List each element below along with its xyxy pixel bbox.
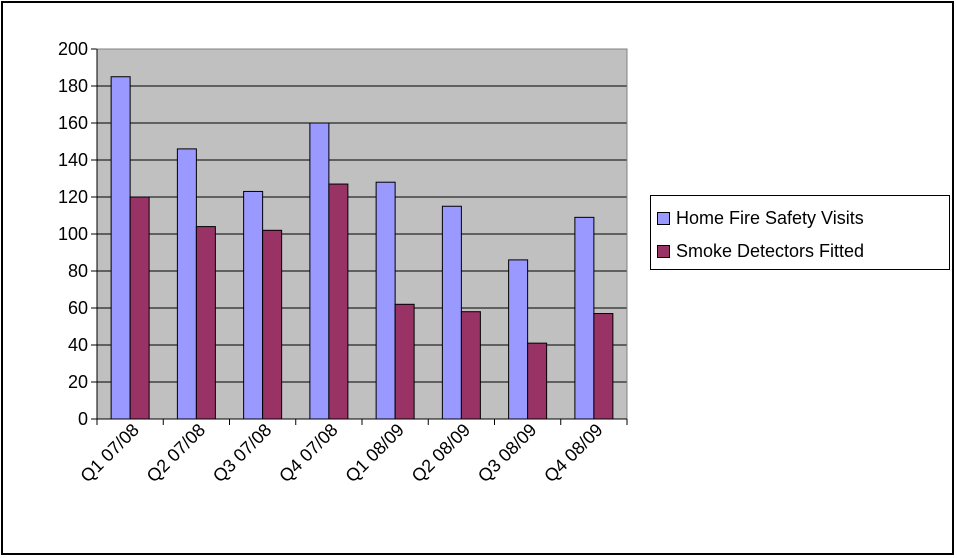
y-tick-label: 160 [58,113,88,133]
bar-home-fire-safety-visits [176,148,197,420]
bar-home-fire-safety-visits [243,190,264,420]
x-tick-label: Q2 08/09 [408,420,475,487]
legend: Home Fire Safety Visits Smoke Detectors … [650,195,950,270]
y-tick-label: 0 [78,409,88,429]
y-tick-label: 200 [58,39,88,59]
legend-item-smoke-detectors-fitted: Smoke Detectors Fitted [657,239,864,263]
y-tick-label: 60 [68,298,88,318]
y-tick-label: 20 [68,372,88,392]
bar-home-fire-safety-visits [309,122,330,420]
bar-home-fire-safety-visits [110,76,131,420]
legend-label-home-fire-safety-visits: Home Fire Safety Visits [676,207,864,228]
bar-smoke-detectors-fitted [328,183,349,420]
x-tick-label: Q2 07/08 [143,420,210,487]
x-tick-label: Q4 08/09 [540,420,607,487]
bar-home-fire-safety-visits [441,205,462,420]
bar-home-fire-safety-visits [508,259,529,420]
bar-smoke-detectors-fitted [394,303,415,420]
y-tick-label: 120 [58,187,88,207]
y-tick-label: 140 [58,150,88,170]
y-tick-label: 100 [58,224,88,244]
legend-item-home-fire-safety-visits: Home Fire Safety Visits [657,206,864,230]
bar-smoke-detectors-fitted [195,226,216,420]
legend-swatch-home-fire-safety-visits [657,211,670,225]
x-tick-label: Q1 08/09 [341,420,408,487]
legend-swatch-smoke-detectors-fitted [657,244,670,258]
bar-smoke-detectors-fitted [460,311,481,420]
x-tick-label: Q4 07/08 [275,420,342,487]
x-tick-label: Q3 08/09 [474,420,541,487]
y-tick-label: 40 [68,335,88,355]
x-tick-label: Q3 07/08 [209,420,276,487]
y-tick-label: 180 [58,76,88,96]
bar-home-fire-safety-visits [375,181,396,420]
bar-smoke-detectors-fitted [593,313,614,420]
legend-label-smoke-detectors-fitted: Smoke Detectors Fitted [676,240,865,261]
bar-smoke-detectors-fitted [262,229,283,420]
y-tick-label: 80 [68,261,88,281]
bar-smoke-detectors-fitted [129,196,150,420]
bar-home-fire-safety-visits [574,216,595,420]
x-tick-label: Q1 07/08 [76,420,143,487]
bar-smoke-detectors-fitted [527,342,548,420]
